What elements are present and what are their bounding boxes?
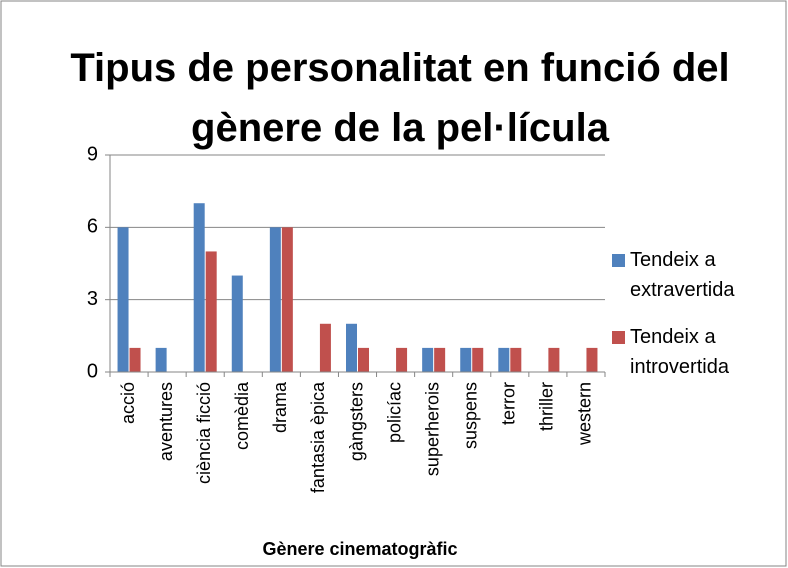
legend-label: Tendeix a introvertida <box>630 326 729 378</box>
bar <box>205 251 217 372</box>
y-tick-label: 0 <box>87 360 98 382</box>
x-axis-title: Gènere cinematogràfic <box>262 539 457 559</box>
bar <box>281 227 293 372</box>
bar <box>117 227 129 372</box>
y-tick-label: 3 <box>87 288 98 310</box>
legend-item: Tendeix a extravertida <box>612 245 782 305</box>
bar <box>434 347 446 372</box>
bar <box>231 275 243 372</box>
y-tick-label: 9 <box>87 143 98 165</box>
x-tick-label: policíac <box>384 382 404 443</box>
bar <box>129 347 141 372</box>
legend-label: Tendeix a extravertida <box>630 249 735 301</box>
x-tick-label: ciència ficció <box>194 382 214 484</box>
bar <box>422 347 434 372</box>
x-tick-label: comèdia <box>232 381 252 450</box>
bar <box>586 347 598 372</box>
bar <box>548 347 560 372</box>
legend-item: Tendeix a introvertida <box>612 322 782 382</box>
x-tick-label: suspens <box>460 382 480 449</box>
x-tick-label: western <box>575 382 595 446</box>
bar <box>193 203 205 372</box>
bar <box>346 323 357 372</box>
x-tick-label: superherois <box>422 382 442 476</box>
x-tick-label: aventures <box>156 382 176 461</box>
x-tick-label: terror <box>499 382 519 425</box>
bar <box>155 347 167 372</box>
x-tick-label: drama <box>270 381 290 433</box>
x-tick-label: gàngsters <box>346 382 366 461</box>
y-tick-label: 6 <box>87 216 98 238</box>
bar <box>460 347 472 372</box>
bar <box>396 347 408 372</box>
legend-swatch <box>612 331 625 344</box>
chart-title: Tipus de personalitat en funció del gène… <box>70 46 730 150</box>
bar <box>498 347 510 372</box>
bar <box>269 227 281 372</box>
x-tick-label: fantasia èpica <box>308 381 328 493</box>
x-tick-label: thriller <box>537 382 557 431</box>
bar <box>510 347 522 372</box>
bar <box>358 347 369 372</box>
x-tick-label: acció <box>118 382 138 424</box>
legend-swatch <box>612 254 625 267</box>
bar <box>472 347 484 372</box>
bar <box>319 323 331 372</box>
